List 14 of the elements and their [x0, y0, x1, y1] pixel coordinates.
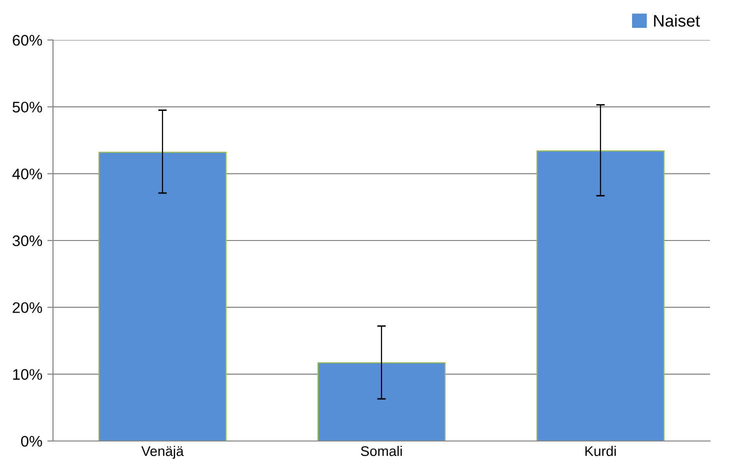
y-tick-label: 40%: [12, 168, 42, 180]
bar: [536, 150, 665, 441]
x-tick-label: Kurdi: [585, 446, 616, 456]
bar: [317, 362, 446, 441]
y-tick-label: 30%: [12, 235, 42, 246]
x-tick-label: Somali: [360, 446, 402, 456]
y-tick-label: 60%: [12, 34, 42, 46]
y-tick-label: 0%: [21, 436, 42, 447]
bar: [98, 152, 227, 441]
y-tick-label: 50%: [12, 102, 42, 113]
y-tick-label: 20%: [12, 302, 42, 314]
x-tick-label: Venäjä: [141, 446, 184, 459]
y-tick-label: 10%: [13, 369, 42, 380]
legend-label: Naiset: [654, 14, 700, 27]
